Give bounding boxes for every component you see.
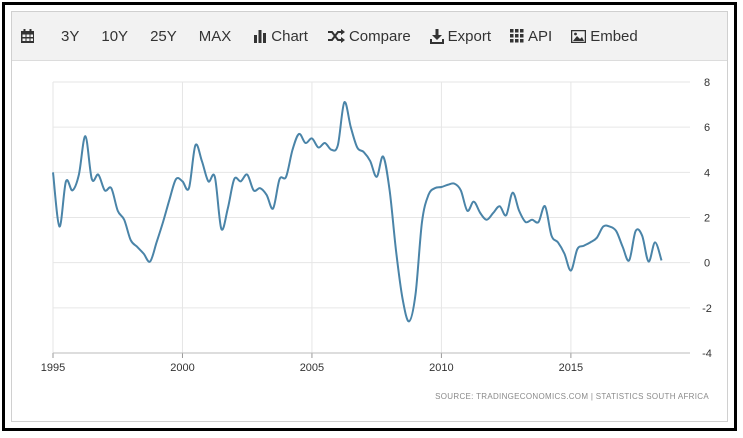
chart-widget: 3Y 10Y 25Y MAX Chart Compare [11,11,728,422]
range-max-button[interactable]: MAX [198,27,232,45]
series-layer [52,101,663,323]
image-icon [571,29,587,43]
chart-frame: 3Y 10Y 25Y MAX Chart Compare [2,2,737,431]
y-tick-label: -4 [702,348,712,360]
source-credit: SOURCE: TRADINGECONOMICS.COM | STATISTIC… [435,392,709,401]
shuffle-icon [327,29,345,43]
y-tick-label: 8 [704,77,710,89]
grid-icon [510,29,524,43]
x-tick-label: 2005 [300,362,324,374]
y-tick-label: 2 [704,213,710,225]
axis-layer: 8 6 4 2 0 -2 -4 1995 2000 2005 2010 2015 [41,77,712,374]
x-tick-label: 2000 [170,362,194,374]
export-button[interactable]: Export [429,27,492,45]
chart-type-button[interactable]: Chart [253,28,308,45]
x-tick-label: 1995 [41,362,65,374]
compare-button[interactable]: Compare [327,28,411,45]
compare-label: Compare [348,27,411,45]
calendar-icon [21,28,34,43]
x-tick-label: 2010 [429,362,453,374]
export-label: Export [447,27,492,45]
y-tick-label: -2 [702,303,712,315]
chart-type-label: Chart [271,27,308,45]
range-10y-button[interactable]: 10Y [101,27,129,45]
chart-area: 8 6 4 2 0 -2 -4 1995 2000 2005 2010 2015 SOURCE: TR… [12,61,727,421]
download-icon [429,28,444,44]
range-3y-button[interactable]: 3Y [61,27,80,45]
api-label: API [528,27,553,45]
embed-button[interactable]: Embed [571,28,638,45]
y-tick-label: 6 [704,122,710,134]
y-tick-label: 0 [704,258,710,270]
bar-chart-icon [254,30,267,43]
api-button[interactable]: API [510,28,552,45]
calendar-button[interactable] [20,28,39,44]
y-tick-label: 4 [704,167,710,179]
line-chart: 8 6 4 2 0 -2 -4 1995 2000 2005 2010 2015 SOURCE: TR… [41,77,712,401]
grid-layer [52,81,690,354]
series-line-0 [52,101,663,323]
chart-toolbar: 3Y 10Y 25Y MAX Chart Compare [12,12,727,61]
embed-label: Embed [590,27,638,45]
x-tick-label: 2015 [559,362,583,374]
range-25y-button[interactable]: 25Y [150,27,177,45]
